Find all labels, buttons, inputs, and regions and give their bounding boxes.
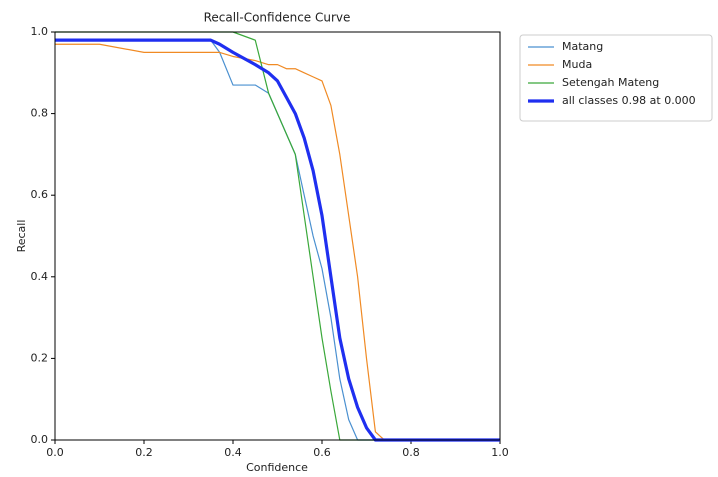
x-axis-label: Confidence: [246, 461, 308, 474]
series-line: [55, 38, 500, 442]
y-tick-label: 0.4: [31, 270, 49, 283]
series-line: [55, 39, 500, 441]
legend-label: Muda: [562, 58, 592, 71]
x-tick-label: 0.2: [135, 446, 153, 459]
series-line: [55, 31, 500, 441]
y-tick-label: 0.2: [31, 351, 49, 364]
y-tick-label: 1.0: [31, 25, 49, 38]
y-tick-label: 0.6: [31, 188, 49, 201]
x-tick-label: 0.8: [402, 446, 420, 459]
legend-box: [519, 34, 713, 122]
plot-frame: [54, 31, 501, 441]
legend-label: Matang: [562, 40, 603, 53]
x-tick-label: 1.0: [491, 446, 509, 459]
legend-label: all classes 0.98 at 0.000: [562, 94, 696, 107]
y-axis-label: Recall: [15, 220, 28, 253]
legend-label: Setengah Mateng: [562, 76, 659, 89]
series-line: [55, 43, 500, 441]
chart-title: Recall-Confidence Curve: [204, 11, 351, 25]
x-tick-label: 0.4: [224, 446, 242, 459]
x-tick-label: 0.6: [313, 446, 331, 459]
y-tick-label: 0.0: [31, 433, 49, 446]
x-tick-label: 0.0: [46, 446, 64, 459]
y-tick-label: 0.8: [31, 107, 49, 120]
